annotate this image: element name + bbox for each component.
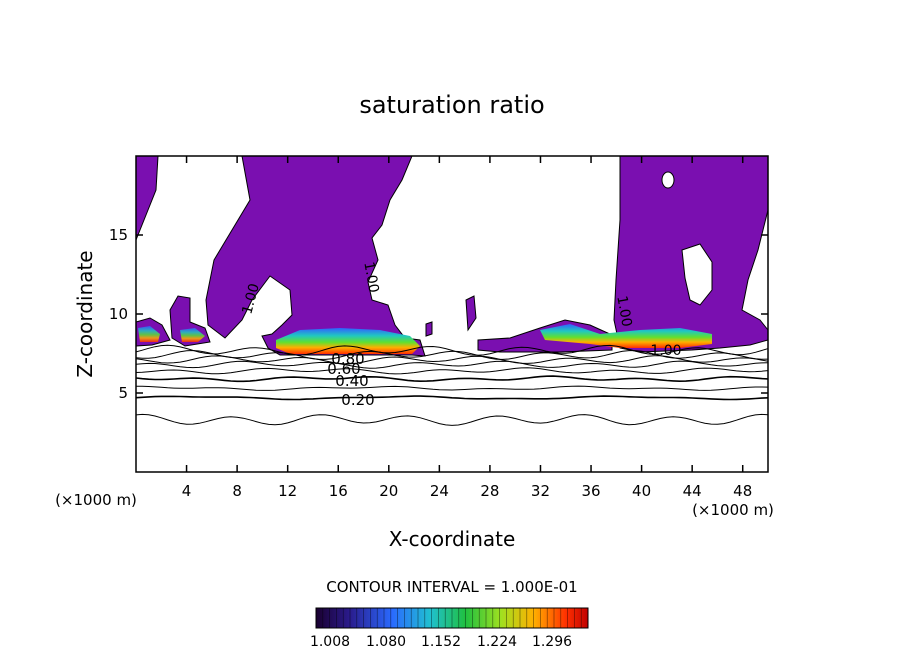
colorbar-ticks	[315, 608, 589, 628]
x-tick-label: 12	[278, 482, 297, 500]
x-units-left: (×1000 m)	[55, 491, 137, 509]
contour-line	[136, 395, 768, 401]
colorbar-label: 1.008	[310, 634, 350, 650]
x-tick-label: 20	[379, 482, 398, 500]
colorbar-label: 1.224	[477, 634, 517, 650]
contour-labels: 1.00 1.00 1.00 1.00 0.80 0.60 0.40 0.20	[239, 261, 681, 409]
highsat-band-left	[276, 328, 420, 354]
x-axis-ticks: 4 8 12 16 20 24 28 32 36 40 44 48	[182, 156, 752, 500]
x-tick-label: 40	[632, 482, 651, 500]
white-hole-right	[681, 243, 713, 306]
small-cell-2	[425, 321, 433, 337]
colorbar-label: 1.152	[421, 634, 461, 650]
x-tick-label: 28	[480, 482, 499, 500]
colorbar-label: 1.080	[366, 634, 406, 650]
x-tick-label: 36	[581, 482, 600, 500]
contour-line	[136, 349, 768, 360]
x-tick-label: 48	[733, 482, 752, 500]
contour-label: 1.00	[650, 343, 681, 359]
x-tick-label: 4	[182, 482, 192, 500]
contour-lines	[136, 344, 768, 426]
y-axis-ticks: 5 10 15	[109, 226, 768, 402]
contour-line	[136, 385, 768, 391]
contour-line	[136, 344, 768, 356]
contour-line	[136, 413, 768, 426]
contour-label: 0.60	[327, 360, 360, 378]
small-cell-1	[465, 295, 477, 332]
contour-label: 0.20	[341, 391, 374, 409]
supersat-region-left-edge	[136, 156, 159, 241]
highsat-band-right	[540, 324, 712, 348]
y-tick-label: 5	[118, 384, 128, 402]
contour-interval: CONTOUR INTERVAL = 1.000E-01	[326, 578, 577, 596]
y-axis-label: Z-coordinate	[73, 250, 97, 377]
contour-label: 0.80	[331, 350, 364, 368]
highsat-band-left-blob	[180, 328, 205, 342]
contour-line	[136, 375, 768, 383]
contour-label: 0.40	[335, 372, 368, 390]
contour-line	[136, 360, 768, 369]
y-tick-label: 10	[109, 305, 128, 323]
contour-label: 1.00	[613, 295, 634, 328]
contour-label: 1.00	[239, 282, 263, 316]
x-units-right: (×1000 m)	[692, 501, 774, 519]
x-tick-label: 32	[531, 482, 550, 500]
supersat-region-left-plume	[205, 156, 426, 357]
contour-label: 1.00	[360, 261, 381, 294]
white-hole-right-top	[661, 171, 675, 189]
colorbar-labels: 1.008 1.080 1.152 1.224 1.296	[310, 634, 572, 650]
x-tick-label: 24	[430, 482, 449, 500]
y-tick-label: 15	[109, 226, 128, 244]
plot-area	[136, 156, 768, 426]
x-tick-label: 16	[329, 482, 348, 500]
highsat-band-far-left	[138, 326, 160, 342]
colorbar-label: 1.296	[532, 634, 572, 650]
x-tick-label: 44	[683, 482, 702, 500]
x-tick-label: 8	[232, 482, 242, 500]
contour-line	[136, 367, 768, 375]
x-axis-label: X-coordinate	[389, 527, 516, 551]
chart-title: saturation ratio	[359, 91, 544, 119]
